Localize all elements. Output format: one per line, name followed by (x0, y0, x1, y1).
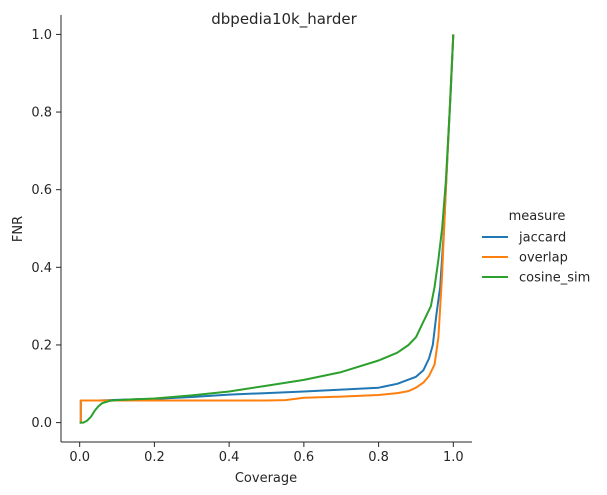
plot-lines (79, 34, 455, 424)
x-tick-label: 1.0 (443, 450, 464, 465)
y-tick-label: 0.2 (31, 338, 52, 353)
axes: 0.0 0.2 0.4 0.6 0.8 1.0 0.0 0.2 0.4 0.6 0.8 1.0 (31, 15, 472, 465)
legend: measure jaccard overlap cosine_sim (482, 209, 590, 286)
x-tick-label: 0.2 (144, 450, 165, 465)
chart-title: dbpedia10k_harder (211, 10, 357, 29)
y-tick-label: 0.8 (31, 106, 52, 121)
x-tick-label: 0.8 (368, 450, 389, 465)
x-tick-label: 0.0 (69, 450, 90, 465)
x-tick-label: 0.6 (294, 450, 315, 465)
legend-title: measure (509, 209, 566, 224)
series-line-cosine_sim (79, 34, 455, 424)
series-line-jaccard (79, 34, 455, 424)
legend-label-overlap: overlap (519, 251, 568, 266)
x-tick-label: 0.4 (219, 450, 240, 465)
x-axis-label: Coverage (235, 471, 297, 486)
y-tick-label: 0.0 (31, 416, 52, 431)
series-line-overlap (79, 34, 455, 424)
y-axis-label: FNR (11, 216, 26, 242)
y-tick-label: 1.0 (31, 28, 52, 43)
y-tick-label: 0.4 (31, 261, 52, 276)
y-tick-label: 0.6 (31, 183, 52, 198)
legend-label-jaccard: jaccard (518, 231, 566, 246)
legend-label-cosine_sim: cosine_sim (519, 271, 590, 286)
